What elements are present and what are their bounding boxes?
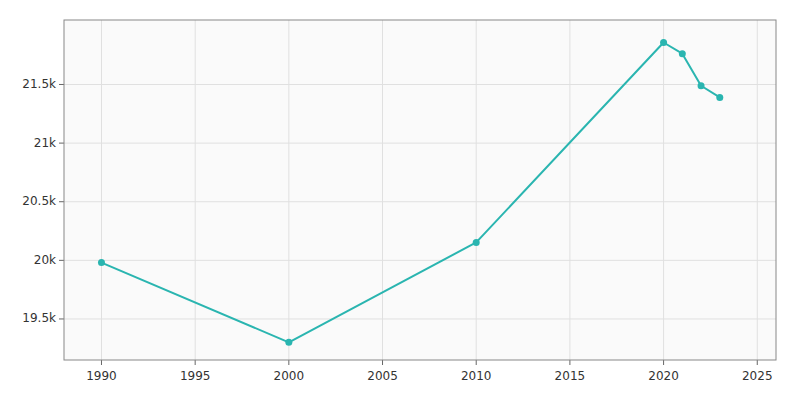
x-tick-label: 1990 (86, 369, 117, 383)
axes: 19.5k 20k 20.5k 21k 21.5k 1990 1995 2000 2005 201… (22, 20, 776, 383)
y-tick-label: 20.5k (22, 194, 56, 208)
x-grid-line (569, 20, 570, 360)
point (285, 339, 292, 346)
y-tick-label: 20k (34, 253, 56, 267)
data-layer (98, 39, 723, 346)
x-grid-line (476, 20, 477, 360)
grid (64, 20, 776, 360)
y-grid-line (64, 84, 776, 85)
x-grid-line (288, 20, 289, 360)
x-tick (757, 360, 758, 365)
x-tick-label: 2025 (742, 369, 773, 383)
x-grid-line (195, 20, 196, 360)
y-tick (59, 84, 64, 85)
x-grid-line (382, 20, 383, 360)
plot-frame (64, 20, 776, 360)
x-grid-line (757, 20, 758, 360)
x-tick (101, 360, 102, 365)
point (716, 94, 723, 101)
x-tick (476, 360, 477, 365)
y-grid-line (64, 143, 776, 144)
y-tick (59, 318, 64, 319)
x-tick-label: 2015 (555, 369, 586, 383)
x-grid-line (101, 20, 102, 360)
x-tick (288, 360, 289, 365)
y-grid-line (64, 201, 776, 202)
x-tick (663, 360, 664, 365)
x-tick-label: 2005 (367, 369, 398, 383)
x-tick-label: 1995 (180, 369, 211, 383)
point (698, 82, 705, 89)
chart-container: 19.5k 20k 20.5k 21k 21.5k 1990 1995 2000 2005 201… (0, 0, 800, 400)
y-grid-line (64, 318, 776, 319)
y-tick (59, 143, 64, 144)
x-tick (382, 360, 383, 365)
x-tick-label: 2020 (648, 369, 679, 383)
x-tick-label: 2000 (274, 369, 305, 383)
point (473, 239, 480, 246)
y-tick (59, 260, 64, 261)
y-tick-label: 19.5k (22, 311, 56, 325)
y-grid-line (64, 260, 776, 261)
y-tick (59, 201, 64, 202)
x-tick-label: 2010 (461, 369, 492, 383)
chart-svg: 19.5k 20k 20.5k 21k 21.5k 1990 1995 2000 2005 201… (0, 0, 800, 400)
point (679, 50, 686, 57)
x-tick (195, 360, 196, 365)
x-tick (569, 360, 570, 365)
point (660, 39, 667, 46)
y-tick-label: 21.5k (22, 77, 56, 91)
y-tick-label: 21k (34, 136, 56, 150)
line (101, 43, 719, 343)
x-grid-line (663, 20, 664, 360)
plot-background (64, 20, 776, 360)
point (98, 259, 105, 266)
